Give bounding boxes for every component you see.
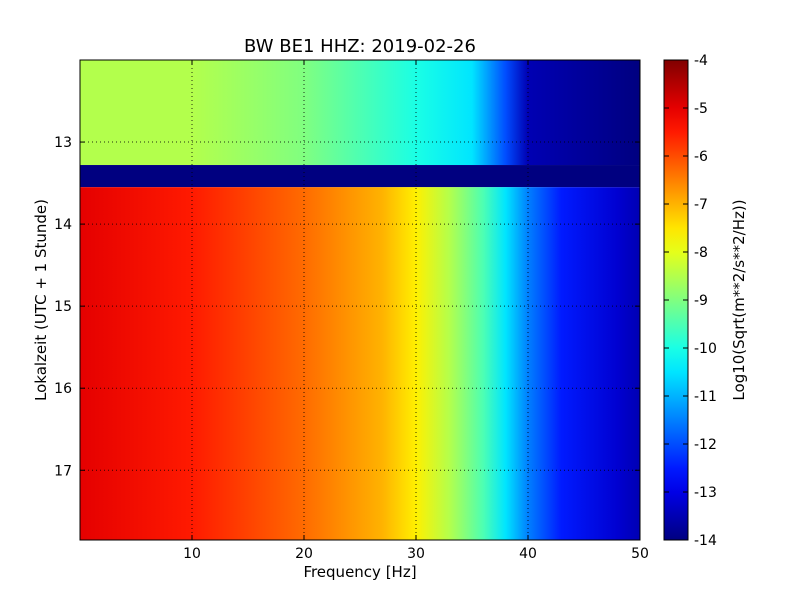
heatmap-region (80, 165, 640, 188)
colorbar-tick-label: -12 (694, 437, 717, 453)
plot-area (79, 59, 641, 541)
y-tick-label: 14 (54, 217, 72, 233)
x-axis-label: Frequency [Hz] (303, 563, 416, 581)
plot-frame (79, 59, 641, 541)
heatmap-region (80, 60, 640, 166)
chart-title: BW BE1 HHZ: 2019-02-26 (244, 36, 476, 57)
y-tick-label: 15 (54, 299, 72, 315)
colorbar-tick-label: -4 (694, 53, 708, 69)
x-axis: 10 20 30 40 50 (183, 60, 649, 562)
colorbar-tick-label: -11 (694, 389, 717, 405)
y-tick-label: 17 (54, 463, 72, 479)
x-tick-label: 10 (183, 546, 201, 562)
colorbar-tick-label: -5 (694, 101, 708, 117)
x-tick-label: 50 (631, 546, 649, 562)
colorbar-tick-label: -10 (694, 341, 717, 357)
colorbar-tick-label: -6 (694, 149, 708, 165)
y-axis-label: Lokalzeit (UTC + 1 Stunde) (32, 199, 50, 401)
colorbar-tick-label: -9 (694, 293, 708, 309)
colorbar: -4 -5 -6 -7 -8 -9 -10 -11 -12 -13 -14 (663, 53, 717, 549)
x-tick-label: 40 (519, 546, 537, 562)
y-axis: 13 14 15 16 17 (54, 135, 640, 479)
colorbar-tick-label: -8 (694, 245, 708, 261)
y-tick-label: 13 (54, 135, 72, 151)
colorbar-tick-label: -14 (694, 533, 717, 549)
heatmap-region (80, 187, 640, 540)
y-tick-label: 16 (54, 381, 72, 397)
x-tick-label: 20 (295, 546, 313, 562)
colorbar-tick-label: -7 (694, 197, 708, 213)
colorbar-label: Log10(Sqrt(m**2/s**2/Hz)) (730, 199, 748, 400)
colorbar-tick-label: -13 (694, 485, 717, 501)
x-tick-label: 30 (407, 546, 425, 562)
